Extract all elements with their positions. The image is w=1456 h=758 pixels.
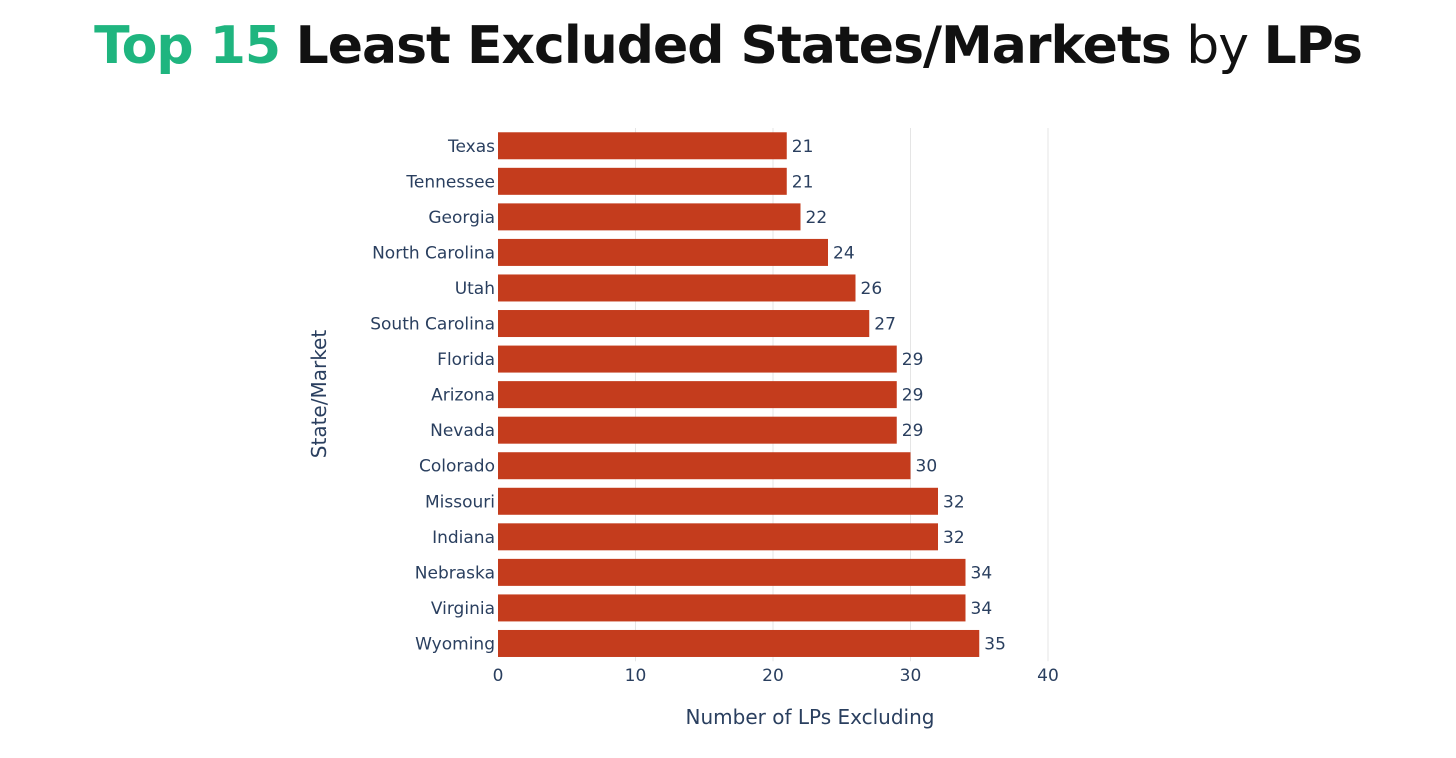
x-tick-labels: 0 10 20 30 40 bbox=[493, 666, 1059, 686]
value-label: 35 bbox=[984, 634, 1006, 654]
category-label: Florida bbox=[437, 350, 495, 370]
x-tick-label: 10 bbox=[625, 666, 647, 686]
value-label: 24 bbox=[833, 243, 855, 263]
bar bbox=[498, 274, 856, 302]
category-label: Indiana bbox=[432, 528, 495, 548]
value-label: 21 bbox=[792, 137, 814, 157]
value-label: 32 bbox=[943, 528, 965, 548]
value-label: 26 bbox=[861, 279, 883, 299]
title-highlight: Top 15 bbox=[94, 16, 281, 76]
category-label: Missouri bbox=[425, 492, 495, 512]
value-label: 34 bbox=[971, 563, 993, 583]
title-connector: by bbox=[1186, 16, 1249, 76]
x-tick-label: 40 bbox=[1037, 666, 1059, 686]
bar bbox=[498, 345, 897, 373]
chart-title: Top 15 Least Excluded States/Markets by … bbox=[0, 8, 1456, 84]
category-label: Virginia bbox=[431, 599, 495, 619]
category-labels: Texas Tennessee Georgia North Carolina Utah S… bbox=[370, 137, 495, 655]
title-main: Least Excluded States/Markets bbox=[295, 16, 1172, 76]
bar bbox=[498, 416, 897, 444]
title-tail: LPs bbox=[1263, 16, 1363, 76]
x-axis-label: Number of LPs Excluding bbox=[686, 705, 935, 729]
category-label: Nebraska bbox=[415, 563, 495, 583]
value-label: 30 bbox=[916, 457, 938, 477]
category-label: Utah bbox=[455, 279, 495, 299]
bar bbox=[498, 629, 980, 657]
category-label: North Carolina bbox=[372, 243, 495, 263]
x-tick-label: 30 bbox=[900, 666, 922, 686]
value-label: 29 bbox=[902, 386, 924, 406]
bars bbox=[498, 132, 980, 657]
bar bbox=[498, 452, 911, 480]
bar bbox=[498, 203, 801, 231]
bar bbox=[498, 310, 870, 338]
category-label: Colorado bbox=[419, 457, 495, 477]
category-label: South Carolina bbox=[370, 315, 495, 335]
x-tick-label: 20 bbox=[762, 666, 784, 686]
value-label: 22 bbox=[806, 208, 828, 228]
bar bbox=[498, 167, 787, 195]
bar bbox=[498, 523, 938, 551]
bar bbox=[498, 558, 966, 586]
category-label: Tennessee bbox=[405, 172, 495, 192]
value-label: 29 bbox=[902, 350, 924, 370]
bar bbox=[498, 381, 897, 409]
bar bbox=[498, 487, 938, 515]
bar bbox=[498, 132, 787, 160]
category-label: Wyoming bbox=[415, 634, 495, 654]
bar bbox=[498, 238, 828, 266]
category-label: Nevada bbox=[430, 421, 495, 441]
bar bbox=[498, 594, 966, 622]
y-axis-label: State/Market bbox=[307, 330, 331, 459]
value-label: 27 bbox=[874, 315, 896, 335]
x-tick-label: 0 bbox=[493, 666, 504, 686]
category-label: Georgia bbox=[428, 208, 495, 228]
value-label: 21 bbox=[792, 172, 814, 192]
value-label: 32 bbox=[943, 492, 965, 512]
value-label: 34 bbox=[971, 599, 993, 619]
category-label: Arizona bbox=[431, 386, 495, 406]
value-label: 29 bbox=[902, 421, 924, 441]
category-label: Texas bbox=[447, 137, 495, 157]
